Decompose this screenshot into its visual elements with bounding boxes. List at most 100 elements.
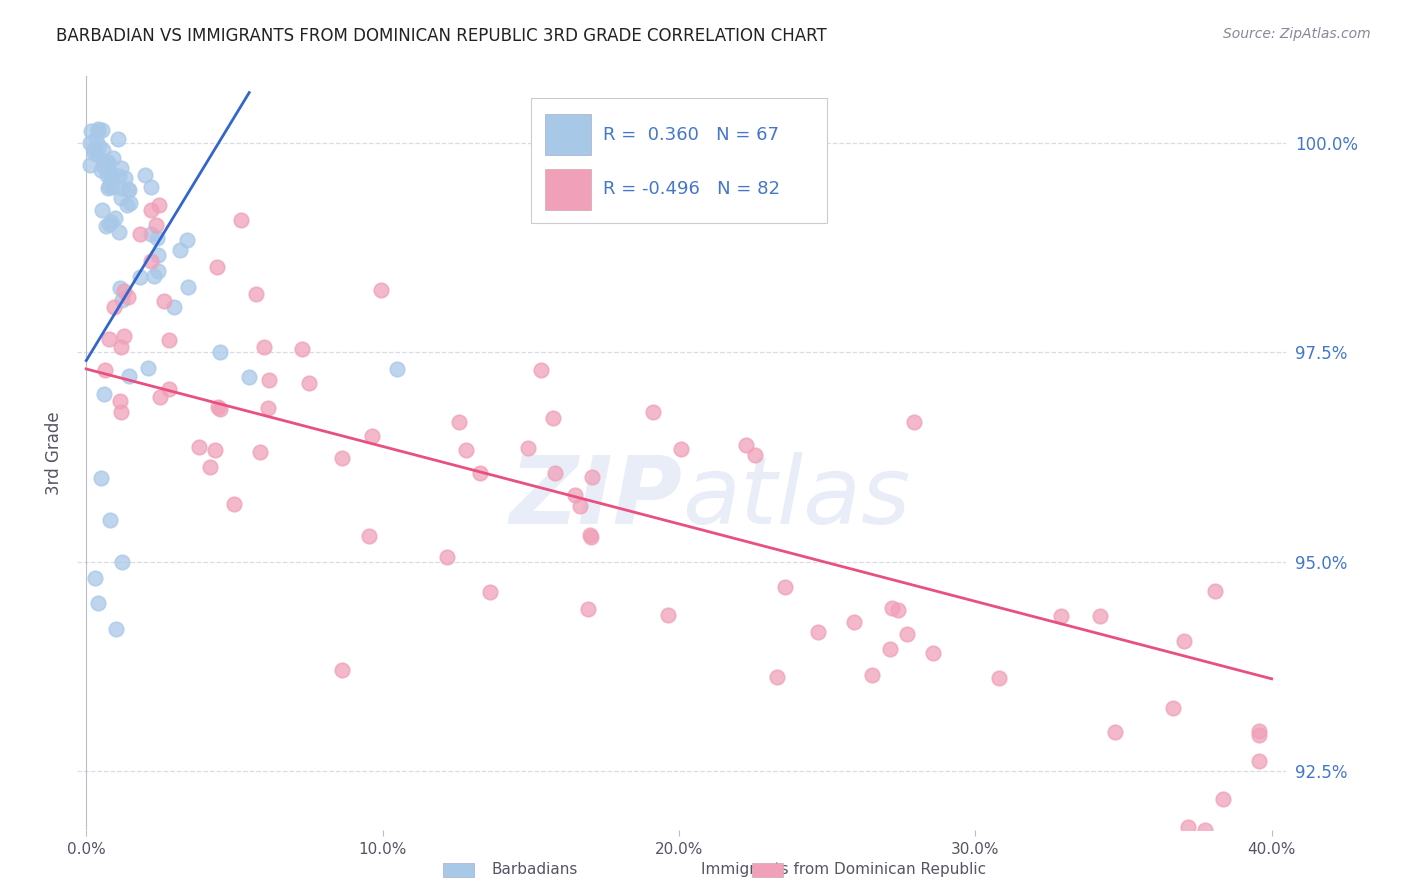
Point xyxy=(541,410,564,425)
Point xyxy=(100,215,122,229)
Point xyxy=(117,291,139,305)
Point xyxy=(1194,822,1216,837)
Point xyxy=(101,180,124,194)
Point xyxy=(101,151,124,165)
Point xyxy=(470,467,492,481)
Point xyxy=(94,154,117,169)
Point xyxy=(84,571,107,585)
Point xyxy=(110,161,132,175)
Point xyxy=(141,227,163,241)
Point xyxy=(96,168,118,182)
Point xyxy=(564,488,586,502)
Point xyxy=(387,362,409,376)
Point xyxy=(257,373,280,387)
Point xyxy=(229,213,252,227)
Point xyxy=(129,269,152,284)
Point xyxy=(253,340,276,354)
Point xyxy=(187,440,209,454)
Point xyxy=(112,284,135,298)
Point xyxy=(581,470,603,484)
Point xyxy=(1212,792,1234,806)
Point xyxy=(110,405,132,419)
Point xyxy=(807,624,830,639)
Point xyxy=(1104,724,1126,739)
Point xyxy=(922,646,945,660)
Point xyxy=(139,179,162,194)
Point xyxy=(110,340,132,354)
Point xyxy=(142,268,165,283)
Point xyxy=(103,300,125,314)
Point xyxy=(987,671,1010,685)
Point xyxy=(456,443,478,458)
Point xyxy=(361,429,384,443)
Text: atlas: atlas xyxy=(682,452,910,543)
Point xyxy=(568,499,591,513)
Point xyxy=(110,191,132,205)
Point xyxy=(79,136,101,150)
Point xyxy=(896,627,918,641)
Text: BARBADIAN VS IMMIGRANTS FROM DOMINICAN REPUBLIC 3RD GRADE CORRELATION CHART: BARBADIAN VS IMMIGRANTS FROM DOMINICAN R… xyxy=(56,27,827,45)
Point xyxy=(879,641,901,656)
Point xyxy=(83,145,105,160)
Point xyxy=(860,668,883,682)
Point xyxy=(579,530,602,544)
Point xyxy=(1177,820,1199,834)
Point xyxy=(1204,584,1226,599)
Point xyxy=(149,390,172,404)
Point xyxy=(1247,754,1270,768)
Point xyxy=(118,196,141,211)
Point xyxy=(86,146,108,161)
Point xyxy=(773,581,796,595)
Point xyxy=(118,183,141,197)
Point xyxy=(530,363,553,377)
Point xyxy=(91,159,114,173)
Point xyxy=(111,555,134,569)
Text: R =  0.360   N = 67: R = 0.360 N = 67 xyxy=(603,126,779,144)
Point xyxy=(129,227,152,241)
Point xyxy=(93,143,115,157)
Point xyxy=(114,171,136,186)
Point xyxy=(657,607,679,622)
FancyBboxPatch shape xyxy=(531,98,827,223)
Point xyxy=(1090,608,1112,623)
Point xyxy=(204,443,226,458)
Point xyxy=(139,202,162,217)
Point xyxy=(87,123,110,137)
Point xyxy=(332,663,354,677)
Point xyxy=(576,601,599,615)
Point xyxy=(357,529,380,543)
Point xyxy=(744,448,766,462)
Point xyxy=(96,219,118,234)
Point xyxy=(79,158,101,172)
Text: Immigrants from Dominican Republic: Immigrants from Dominican Republic xyxy=(702,863,986,877)
Point xyxy=(108,225,131,239)
Point xyxy=(146,231,169,245)
Text: Source: ZipAtlas.com: Source: ZipAtlas.com xyxy=(1223,27,1371,41)
Point xyxy=(134,168,156,182)
Point xyxy=(517,441,540,455)
Point xyxy=(104,622,127,636)
Point xyxy=(136,361,159,376)
Point xyxy=(887,603,910,617)
Text: ZIP: ZIP xyxy=(509,452,682,544)
Point xyxy=(87,121,110,136)
Point xyxy=(90,162,112,177)
Point xyxy=(1050,608,1073,623)
Point xyxy=(148,264,170,278)
Point xyxy=(163,300,186,314)
Point xyxy=(108,394,131,409)
Point xyxy=(208,345,231,359)
Point xyxy=(97,161,120,175)
Text: Barbadians: Barbadians xyxy=(491,863,578,877)
Point xyxy=(370,284,392,298)
Point xyxy=(544,466,567,480)
Point xyxy=(110,281,132,295)
Point xyxy=(157,333,180,347)
Point xyxy=(735,438,758,452)
Point xyxy=(169,243,191,257)
Point xyxy=(245,286,267,301)
Point xyxy=(205,260,228,274)
Point xyxy=(93,387,115,401)
Point xyxy=(842,615,865,629)
Point xyxy=(146,248,169,262)
